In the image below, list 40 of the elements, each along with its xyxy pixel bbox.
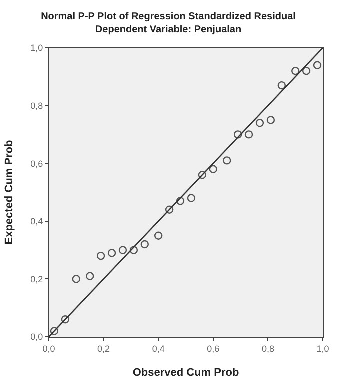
point (223, 156, 232, 165)
y-tick-label: 0,0 (30, 332, 44, 342)
x-tick-label: 0,6 (207, 344, 220, 354)
y-axis-title: Expected Cum Prob (3, 140, 16, 245)
point (187, 194, 196, 202)
point (72, 275, 80, 284)
point (234, 130, 242, 139)
point (118, 246, 128, 254)
point (96, 252, 106, 260)
point (86, 272, 94, 280)
point (244, 130, 254, 139)
point (140, 240, 149, 249)
point (154, 232, 163, 240)
point (61, 316, 70, 324)
y-tick-label: 0,2 (30, 274, 44, 284)
chart-title: Normal P-P Plot of Regression Standardized Residual (41, 11, 296, 22)
point (266, 116, 276, 124)
point (165, 206, 174, 214)
x-tick-label: 0,8 (262, 344, 274, 354)
point (209, 165, 218, 174)
x-axis-title: Observed Cum Prob (132, 367, 240, 379)
point (130, 246, 138, 254)
chart-subtitle: Dependent Variable: Penjualan (95, 24, 242, 36)
x-tick-label: 0,4 (152, 344, 165, 354)
x-tick-label: 0,0 (42, 344, 56, 354)
point (198, 171, 207, 180)
point (302, 67, 311, 76)
y-tick-label: 0,4 (30, 216, 44, 227)
y-tick-label: 0,6 (30, 158, 44, 169)
point (50, 327, 59, 336)
point (278, 81, 286, 90)
y-tick-label: 0,8 (30, 100, 44, 111)
x-tick-label: 1,0 (316, 344, 330, 354)
y-tick-label: 1,0 (30, 43, 44, 54)
point (256, 119, 264, 128)
point (176, 197, 185, 206)
x-tick-label: 0,2 (98, 344, 110, 354)
point (292, 67, 300, 76)
point (108, 249, 116, 258)
point (313, 61, 322, 70)
